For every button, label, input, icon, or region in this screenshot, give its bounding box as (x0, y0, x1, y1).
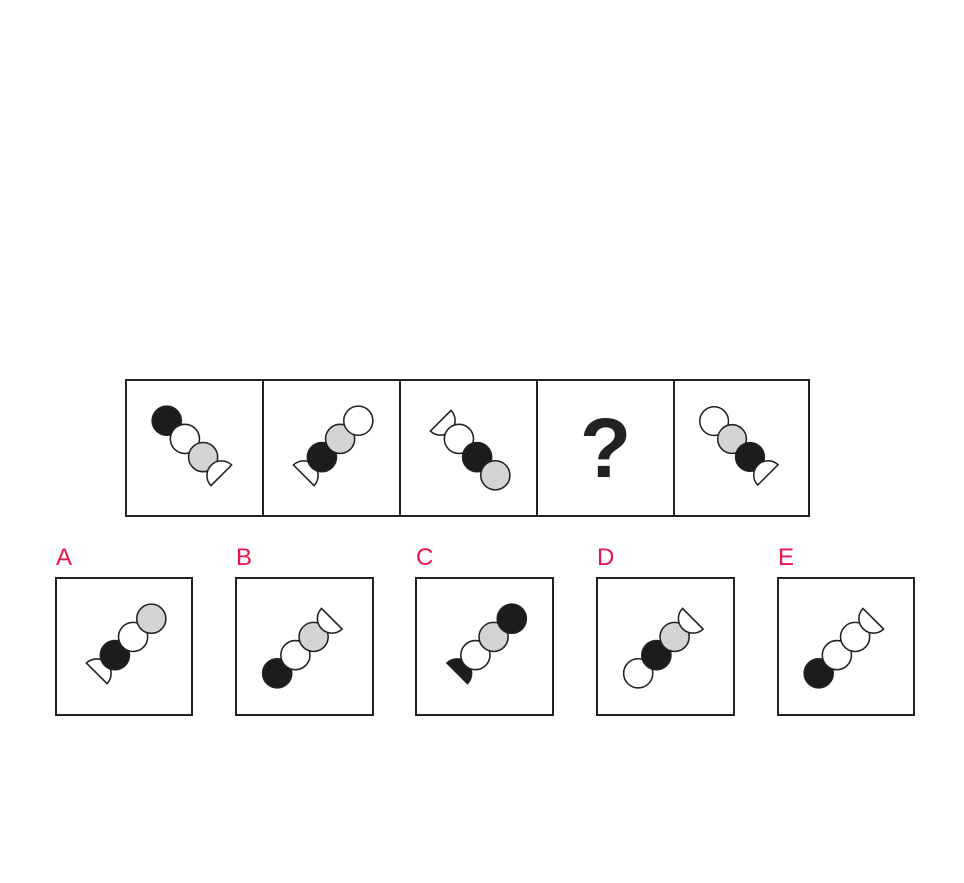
gray-circle (659, 621, 690, 653)
option-b[interactable] (235, 577, 374, 716)
option-a-figure (85, 603, 167, 685)
option-c[interactable] (415, 577, 554, 716)
gray-circle (324, 423, 356, 455)
black-circle (151, 405, 183, 437)
option-e-label: E (778, 544, 795, 571)
question-mark: ? (579, 400, 632, 495)
black-circle (734, 441, 766, 473)
sequence-cell-2 (262, 379, 401, 517)
white-circle (821, 639, 853, 671)
option-d-label: D (597, 544, 615, 571)
figure-3 (429, 409, 511, 491)
gray-circle (187, 441, 219, 473)
option-d-figure (622, 607, 705, 689)
option-c-figure (445, 603, 528, 685)
white-half-circle (316, 607, 344, 634)
black-circle (641, 639, 672, 671)
gray-circle (298, 621, 329, 653)
gray-circle (479, 459, 511, 491)
option-a-label: A (56, 544, 73, 571)
figure-5 (699, 405, 780, 487)
option-b-figure (261, 607, 344, 689)
sequence-cell-4: ? (536, 379, 675, 517)
white-half-circle (677, 607, 705, 634)
black-circle (306, 441, 338, 473)
white-circle (280, 639, 311, 671)
option-a[interactable] (55, 577, 193, 716)
figure-1 (151, 405, 233, 487)
white-circle (342, 405, 374, 437)
gray-circle (478, 621, 509, 653)
white-half-circle (858, 607, 885, 634)
option-c-label: C (416, 544, 434, 571)
white-circle (622, 657, 654, 689)
gray-circle (135, 603, 167, 635)
figure-2 (292, 405, 374, 487)
sequence-cell-5 (673, 379, 810, 517)
option-d[interactable] (596, 577, 735, 716)
black-circle (496, 603, 528, 635)
white-circle (699, 405, 730, 437)
white-circle (443, 423, 475, 455)
black-circle (461, 441, 493, 473)
black-circle (803, 657, 835, 689)
white-half-circle (752, 459, 780, 487)
option-b-label: B (236, 544, 253, 571)
sequence-cell-1 (125, 379, 264, 517)
white-half-circle (206, 460, 233, 487)
white-circle (117, 621, 149, 653)
option-e-figure (803, 607, 885, 689)
white-circle (839, 621, 871, 653)
white-circle (460, 639, 491, 671)
option-e[interactable] (777, 577, 915, 716)
gray-circle (716, 423, 748, 455)
black-circle (99, 639, 131, 671)
sequence-cell-3 (399, 379, 538, 517)
black-circle (261, 657, 293, 689)
white-circle (169, 423, 201, 455)
